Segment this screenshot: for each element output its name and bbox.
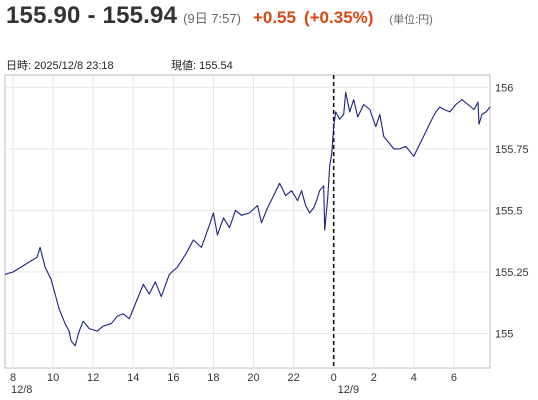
y-tick-label: 155	[495, 329, 513, 341]
x-tick-label: 16	[167, 372, 179, 384]
current-value-group: 現値: 155.54	[171, 57, 233, 73]
y-tick-label: 155.25	[495, 267, 529, 279]
x-tick-label: 0	[331, 372, 337, 384]
cursor-info: 日時: 2025/12/8 23:18 現値: 155.54	[6, 57, 233, 73]
price-series-line	[4, 91, 491, 347]
y-tick-label: 155.75	[495, 144, 529, 156]
x-tick-label: 10	[47, 372, 59, 384]
y-tick-label: 156	[495, 82, 513, 94]
date-label: 12/8	[11, 384, 32, 396]
x-tick-label: 8	[10, 372, 16, 384]
x-tick-label: 6	[451, 372, 457, 384]
x-tick-label: 2	[371, 372, 377, 384]
price-change-percent: (+0.35%)	[303, 8, 374, 27]
unit-label: (単位:円)	[389, 14, 433, 26]
y-tick-label: 155.5	[495, 205, 523, 217]
datetime-label: 日時:	[6, 60, 32, 72]
quote-time: (9日 7:57)	[183, 11, 241, 26]
datetime-value: 2025/12/8 23:18	[34, 60, 114, 72]
plot-area	[4, 74, 491, 369]
bid-ask-price: 155.90 - 155.94	[6, 2, 178, 29]
quote-header: 155.90 - 155.94 (9日 7:57) +0.55 (+0.35%) (単位…	[6, 2, 433, 36]
date-label: 12/9	[338, 384, 359, 396]
current-value: 155.54	[199, 60, 233, 72]
x-tick-label: 12	[87, 372, 99, 384]
current-label: 現値:	[171, 60, 197, 72]
price-change: +0.55	[252, 8, 296, 27]
x-tick-label: 20	[247, 372, 259, 384]
x-tick-label: 22	[287, 372, 299, 384]
x-tick-label: 4	[411, 372, 417, 384]
x-tick-label: 18	[207, 372, 219, 384]
x-tick-label: 14	[127, 372, 139, 384]
